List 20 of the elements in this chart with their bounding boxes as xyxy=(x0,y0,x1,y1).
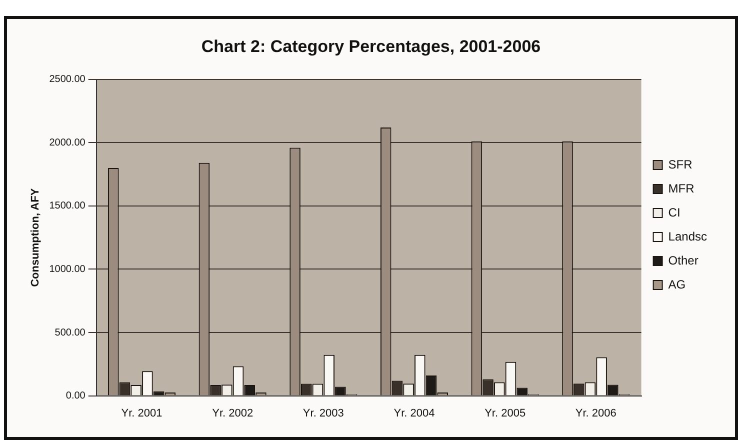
y-axis-title: Consumption, AFY xyxy=(30,188,42,287)
legend-label: Landsc xyxy=(668,229,708,244)
x-tick-label: Yr. 2001 xyxy=(121,407,162,420)
x-tick-label: Yr. 2003 xyxy=(302,407,344,420)
y-tick-label: 2000.00 xyxy=(49,137,86,148)
legend-label: SFR xyxy=(668,157,693,172)
y-tick-label: 500.00 xyxy=(54,327,86,338)
legend-label: AG xyxy=(668,277,686,292)
legend-label: MFR xyxy=(668,181,695,196)
y-tick-label: 1000.00 xyxy=(49,264,86,275)
legend-label: CI xyxy=(668,205,680,220)
y-tick-label: 1500.00 xyxy=(49,200,86,212)
y-tick-label: 0.00 xyxy=(66,390,86,402)
chart-title: Chart 2: Category Percentages, 2001-2006 xyxy=(201,36,541,56)
x-tick-label: Yr. 2006 xyxy=(575,407,616,420)
y-tick-label: 2500.00 xyxy=(49,74,86,86)
x-tick-label: Yr. 2005 xyxy=(484,407,526,420)
x-tick-label: Yr. 2002 xyxy=(212,407,254,420)
legend-label: Other xyxy=(668,253,698,268)
x-tick-label: Yr. 2004 xyxy=(394,407,435,420)
